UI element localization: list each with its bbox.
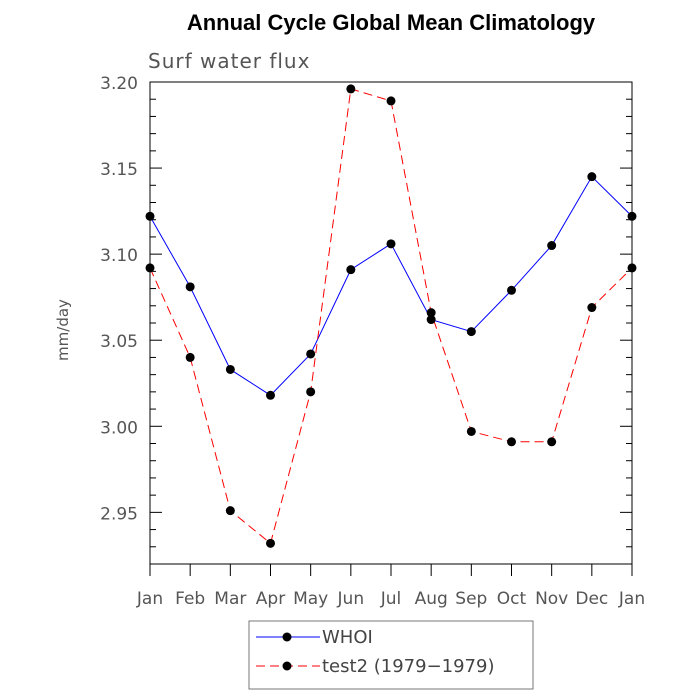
- series-1-point: [587, 303, 597, 313]
- x-tick-label: Feb: [175, 589, 205, 609]
- y-tick-label: 3.20: [100, 74, 138, 94]
- series-0-point: [306, 349, 316, 359]
- chart-subtitle: Surf water flux: [148, 49, 310, 73]
- axis-ticks: [149, 81, 633, 576]
- x-tick-label: Aug: [415, 589, 448, 609]
- series-1-point: [266, 538, 275, 548]
- series-0-point: [466, 327, 476, 337]
- x-tick-label: Jan: [618, 589, 645, 609]
- x-tick-label: May: [293, 589, 328, 609]
- x-tick-label: Jul: [380, 589, 402, 609]
- series-1-point: [225, 506, 235, 516]
- legend-marker-whoi: [282, 632, 292, 642]
- y-tick-label: 3.15: [100, 160, 138, 180]
- series-1-point: [306, 387, 316, 397]
- x-tick-label: Dec: [575, 589, 608, 609]
- series-0-point: [426, 315, 436, 325]
- series-0-point: [386, 239, 396, 249]
- series-1-point: [627, 263, 637, 273]
- x-tick-label: Nov: [535, 589, 568, 609]
- x-tick-label: Oct: [497, 589, 527, 609]
- y-tick-label: 3.00: [100, 418, 138, 438]
- x-tick-label: Mar: [214, 589, 246, 609]
- series-1-point: [346, 84, 356, 94]
- series-1-point: [547, 437, 557, 447]
- series-0-point: [627, 211, 637, 221]
- series-1-point: [185, 352, 195, 362]
- series-0-point: [266, 390, 275, 400]
- y-tick-label: 3.05: [100, 332, 138, 352]
- x-tick-label: Jan: [136, 589, 163, 609]
- series-1-point: [466, 426, 476, 436]
- series-layer: [145, 84, 637, 548]
- series-0-point: [547, 241, 557, 251]
- series-0-point: [346, 265, 356, 275]
- series-1-point: [145, 263, 155, 273]
- series-1-point: [386, 96, 396, 106]
- legend-box: [248, 620, 534, 690]
- series-line-1: [149, 88, 633, 545]
- legend-marker-test2: [282, 661, 292, 671]
- series-0-point: [145, 211, 155, 221]
- x-tick-labels: Jan Feb Mar Apr May Jun Jul Aug Sep Oct Nov Dec Jan: [136, 589, 645, 609]
- series-line-0: [149, 175, 633, 396]
- y-axis-label: mm/day: [54, 299, 72, 361]
- x-tick-label: Sep: [455, 589, 487, 609]
- legend-label-whoi: WHOI: [322, 627, 373, 648]
- series-1-point: [426, 308, 436, 318]
- series-0-point: [225, 364, 235, 374]
- x-tick-label: Jun: [337, 589, 365, 609]
- series-0-point: [507, 285, 516, 295]
- legend: WHOI test2 (1979−1979): [248, 620, 534, 690]
- y-tick-label: 2.95: [100, 504, 138, 524]
- series-0-point: [587, 172, 597, 182]
- plot-frame: [149, 81, 633, 565]
- series-1-point: [507, 437, 516, 447]
- legend-label-test2: test2 (1979−1979): [322, 656, 495, 677]
- series-0-point: [185, 282, 195, 292]
- y-tick-label: 3.10: [100, 246, 138, 266]
- x-tick-label: Apr: [256, 589, 285, 609]
- chart-title: Annual Cycle Global Mean Climatology: [187, 10, 596, 35]
- y-tick-labels: 3.20 3.15 3.10 3.05 3.00 2.95: [100, 74, 138, 524]
